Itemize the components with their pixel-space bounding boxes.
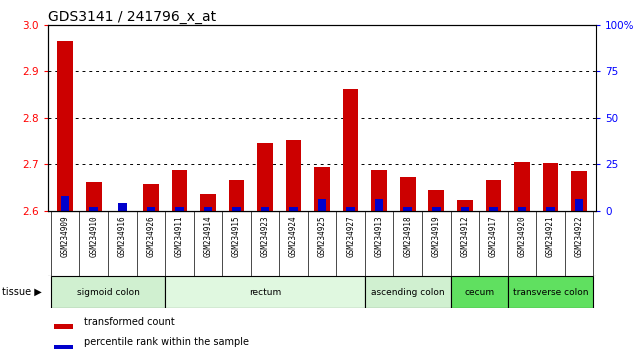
Text: GSM234912: GSM234912 <box>460 215 469 257</box>
Bar <box>375 200 383 211</box>
Bar <box>172 170 187 211</box>
Text: GSM234916: GSM234916 <box>118 215 127 257</box>
Text: rectum: rectum <box>249 287 281 297</box>
Text: GSM234914: GSM234914 <box>203 215 212 257</box>
Text: ascending colon: ascending colon <box>371 287 445 297</box>
Bar <box>460 207 469 211</box>
Text: transformed count: transformed count <box>84 317 174 327</box>
Text: sigmoid colon: sigmoid colon <box>76 287 140 297</box>
Bar <box>204 207 212 211</box>
Text: cecum: cecum <box>464 287 494 297</box>
Bar <box>86 182 101 211</box>
Bar <box>200 194 216 211</box>
Text: GDS3141 / 241796_x_at: GDS3141 / 241796_x_at <box>48 10 216 24</box>
Bar <box>485 181 501 211</box>
Bar <box>232 207 241 211</box>
Text: GSM234919: GSM234919 <box>432 215 441 257</box>
Text: transverse colon: transverse colon <box>513 287 588 297</box>
Text: GSM234922: GSM234922 <box>574 215 583 257</box>
Bar <box>432 207 440 211</box>
Bar <box>51 276 165 308</box>
Bar <box>508 276 594 308</box>
Bar <box>54 324 72 329</box>
Text: GSM234923: GSM234923 <box>260 215 269 257</box>
Text: percentile rank within the sample: percentile rank within the sample <box>84 337 249 348</box>
Text: GSM234927: GSM234927 <box>346 215 355 257</box>
Bar <box>286 140 301 211</box>
Bar <box>346 207 355 211</box>
Text: GSM234913: GSM234913 <box>375 215 384 257</box>
Bar <box>371 170 387 211</box>
Bar <box>165 276 365 308</box>
Bar <box>518 207 526 211</box>
Bar <box>147 207 155 211</box>
Bar <box>257 143 273 211</box>
Bar <box>57 41 73 211</box>
Bar <box>318 200 326 211</box>
Text: GSM234917: GSM234917 <box>489 215 498 257</box>
Text: GSM234911: GSM234911 <box>175 215 184 257</box>
Bar <box>575 200 583 211</box>
Bar <box>229 179 244 211</box>
Bar <box>54 344 72 349</box>
Bar <box>261 207 269 211</box>
Bar <box>489 207 497 211</box>
Text: GSM234926: GSM234926 <box>146 215 155 257</box>
Text: GSM234915: GSM234915 <box>232 215 241 257</box>
Bar <box>90 207 98 211</box>
Text: GSM234925: GSM234925 <box>317 215 327 257</box>
Text: GSM234918: GSM234918 <box>403 215 412 257</box>
Bar <box>428 190 444 211</box>
Bar <box>571 171 587 211</box>
Bar <box>546 207 554 211</box>
Text: GSM234920: GSM234920 <box>517 215 526 257</box>
Bar <box>451 276 508 308</box>
Bar <box>403 207 412 211</box>
Bar <box>314 167 330 211</box>
Text: tissue ▶: tissue ▶ <box>2 287 42 297</box>
Text: GSM234924: GSM234924 <box>289 215 298 257</box>
Bar <box>175 207 184 211</box>
Bar <box>543 163 558 211</box>
Bar <box>118 203 126 211</box>
Bar <box>143 184 159 211</box>
Bar <box>343 89 358 211</box>
Text: GSM234910: GSM234910 <box>89 215 98 257</box>
Bar <box>514 162 529 211</box>
Bar <box>457 200 472 211</box>
Bar <box>289 207 298 211</box>
Text: GSM234921: GSM234921 <box>546 215 555 257</box>
Bar <box>61 196 69 211</box>
Bar <box>365 276 451 308</box>
Text: GSM234909: GSM234909 <box>61 215 70 257</box>
Bar <box>400 177 415 211</box>
